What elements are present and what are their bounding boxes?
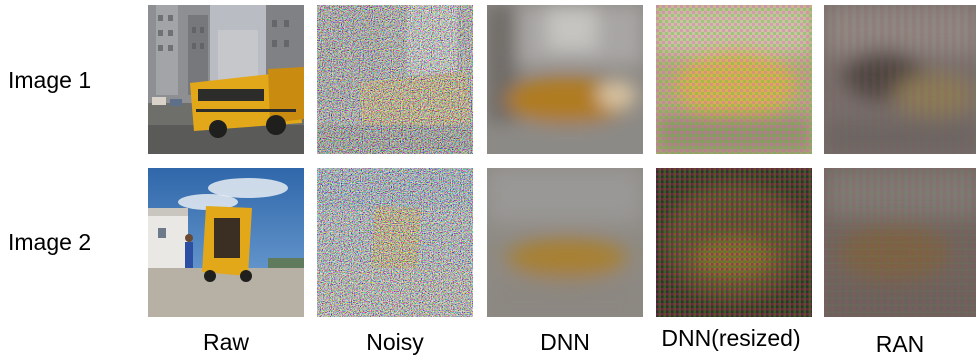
col-label-dnn: DNN	[540, 329, 590, 355]
image-2-dnn-resized	[656, 168, 812, 317]
col-label-noisy: Noisy	[366, 329, 424, 355]
image-1-raw	[148, 5, 304, 154]
col-label-ran: RAN	[875, 331, 925, 357]
row-label-image-1: Image 1	[8, 67, 92, 93]
image-1-dnn	[487, 5, 643, 154]
row-label-image-2: Image 2	[8, 229, 92, 255]
col-label-dnn-resized: DNN(resized)	[661, 325, 801, 351]
image-2-dnn	[487, 168, 643, 317]
image-1-ran	[824, 5, 976, 154]
col-label-raw: Raw	[202, 329, 249, 355]
image-1-noisy	[317, 5, 473, 154]
image-2-ran	[824, 168, 976, 317]
image-1-dnn-resized	[656, 5, 812, 154]
image-2-noisy	[317, 168, 473, 317]
image-2-raw	[148, 168, 304, 317]
